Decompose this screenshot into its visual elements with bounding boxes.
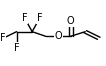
Text: F: F xyxy=(14,43,19,53)
Text: F: F xyxy=(37,13,42,23)
Text: F: F xyxy=(22,13,28,23)
Text: F: F xyxy=(0,33,6,43)
Text: O: O xyxy=(67,16,74,26)
Text: O: O xyxy=(54,31,62,41)
